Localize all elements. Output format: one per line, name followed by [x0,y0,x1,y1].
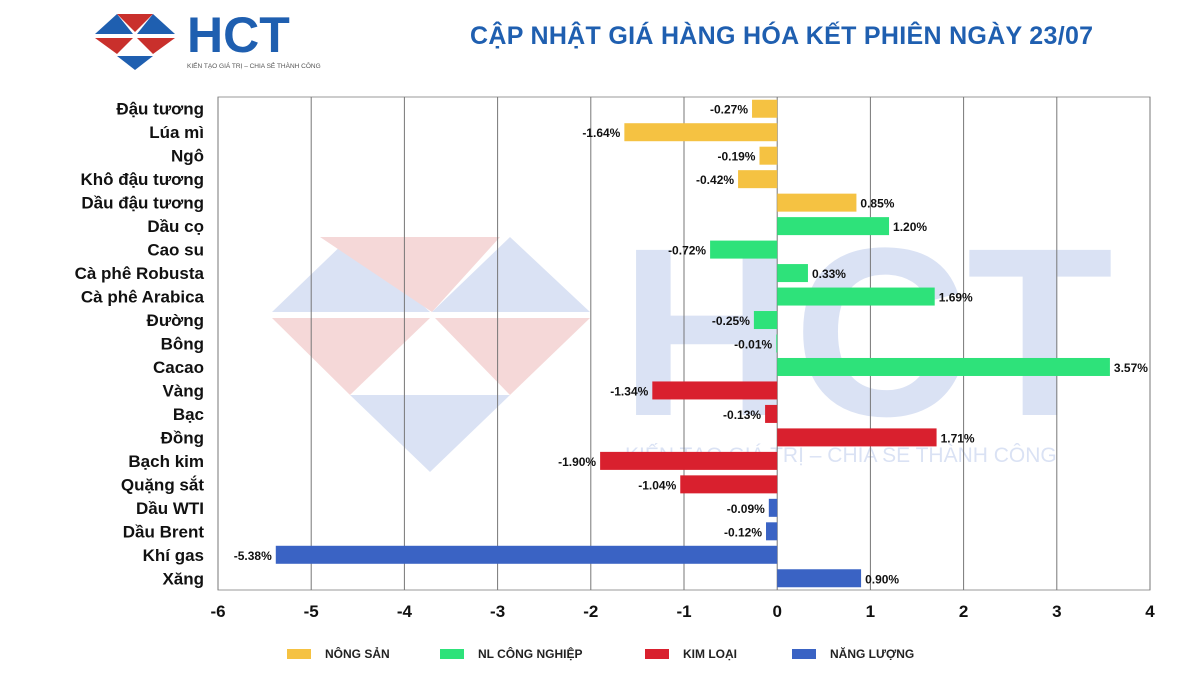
category-label: Dầu Brent [123,522,205,541]
bar [710,240,778,259]
data-label: -0.25% [712,314,750,328]
category-label: Quặng sắt [121,475,204,494]
data-label: -0.72% [668,244,706,258]
watermark-shape [320,237,500,312]
bar [777,193,857,212]
x-tick-label: 0 [772,602,781,621]
bar [752,99,778,118]
data-label: 0.33% [812,267,846,281]
x-tick-label: 4 [1145,602,1155,621]
data-label: -0.13% [723,408,761,422]
data-label: 0.90% [865,572,899,586]
x-tick-label: 1 [866,602,875,621]
category-label: Dầu WTI [136,499,204,518]
data-label: 0.85% [860,197,894,211]
data-label: -1.64% [582,126,620,140]
data-label: -5.38% [234,549,272,563]
category-label: Cà phê Arabica [81,288,205,307]
category-label: Bông [161,335,204,354]
data-label: -0.27% [710,103,748,117]
category-label: Lúa mì [149,123,204,142]
bar [768,498,778,517]
legend-swatch [645,649,669,659]
bar [753,311,778,330]
bar [777,428,937,447]
bar [738,170,778,189]
legend-label: NÔNG SẢN [325,647,390,661]
bar [600,451,778,470]
bar [765,404,778,423]
page-title: CẬP NHẬT GIÁ HÀNG HÓA KẾT PHIÊN NGÀY 23/… [470,22,1094,50]
x-tick-label: -2 [583,602,598,621]
svg-text:KIẾN TẠO GIÁ TRỊ – CHIA SẺ THÀ: KIẾN TẠO GIÁ TRỊ – CHIA SẺ THÀNH CÔNG [187,60,321,70]
category-label: Đường [147,311,204,330]
bar [624,123,778,142]
data-label: 3.57% [1114,361,1148,375]
legend-swatch [440,649,464,659]
x-tick-label: -6 [210,602,225,621]
x-tick-label: 3 [1052,602,1061,621]
watermark-shape [432,237,590,312]
x-tick-label: 2 [959,602,968,621]
legend-swatch [792,649,816,659]
category-label: Dầu cọ [147,217,204,236]
watermark-shape [435,318,590,395]
hct-logo: HCT KIẾN TẠO GIÁ TRỊ – CHIA SẺ THÀNH CÔN… [95,6,325,77]
data-label: -0.42% [696,173,734,187]
category-label: Xăng [162,569,204,588]
category-label: Cao su [147,241,204,260]
svg-text:HCT: HCT [187,7,290,63]
category-label: Cà phê Robusta [75,264,205,283]
legend-item: NL CÔNG NGHIỆP [440,647,582,661]
legend-item: NĂNG LƯỢNG [792,647,914,661]
data-label: -0.09% [727,502,765,516]
data-label: -1.04% [638,478,676,492]
bar [777,287,935,306]
data-label: -1.34% [610,384,648,398]
category-label: Vàng [162,381,204,400]
category-label: Đồng [161,428,204,447]
legend-item: NÔNG SẢN [287,647,390,661]
category-label: Bạc [173,405,204,424]
x-tick-label: -1 [676,602,691,621]
data-label: -0.01% [734,338,772,352]
bar [777,264,808,283]
category-label: Khô đậu tương [80,170,204,189]
watermark-text: HCT [620,198,1113,466]
watermark-shape [272,318,430,395]
x-tick-label: -4 [397,602,413,621]
legend-swatch [287,649,311,659]
category-label: Ngô [171,147,204,166]
data-label: -0.12% [724,525,762,539]
bar [652,381,778,400]
data-label: -1.90% [558,455,596,469]
category-label: Đậu tương [116,100,204,119]
bar [680,475,778,494]
bar [777,357,1110,376]
bar [759,146,778,165]
x-tick-label: -3 [490,602,505,621]
category-label: Dầu đậu tương [81,194,204,213]
data-label: 1.69% [939,291,973,305]
bar [777,569,862,588]
data-label: 1.71% [941,431,975,445]
legend-label: NĂNG LƯỢNG [830,647,915,661]
category-label: Bạch kim [128,452,204,471]
bar [776,334,778,353]
watermark: HCT KIẾN TẠO GIÁ TRỊ – CHIA SẺ THÀNH CÔN… [272,198,1113,472]
bar [766,522,778,541]
data-label: -0.19% [717,150,755,164]
x-tick-label: -5 [304,602,319,621]
legend-label: KIM LOẠI [683,647,737,661]
bar [275,545,778,564]
legend-item: KIM LOẠI [645,647,737,661]
watermark-shape [350,395,510,472]
bar [777,217,890,236]
data-label: 1.20% [893,220,927,234]
category-label: Cacao [153,358,204,377]
category-label: Khí gas [143,546,204,565]
legend-label: NL CÔNG NGHIỆP [478,647,583,661]
